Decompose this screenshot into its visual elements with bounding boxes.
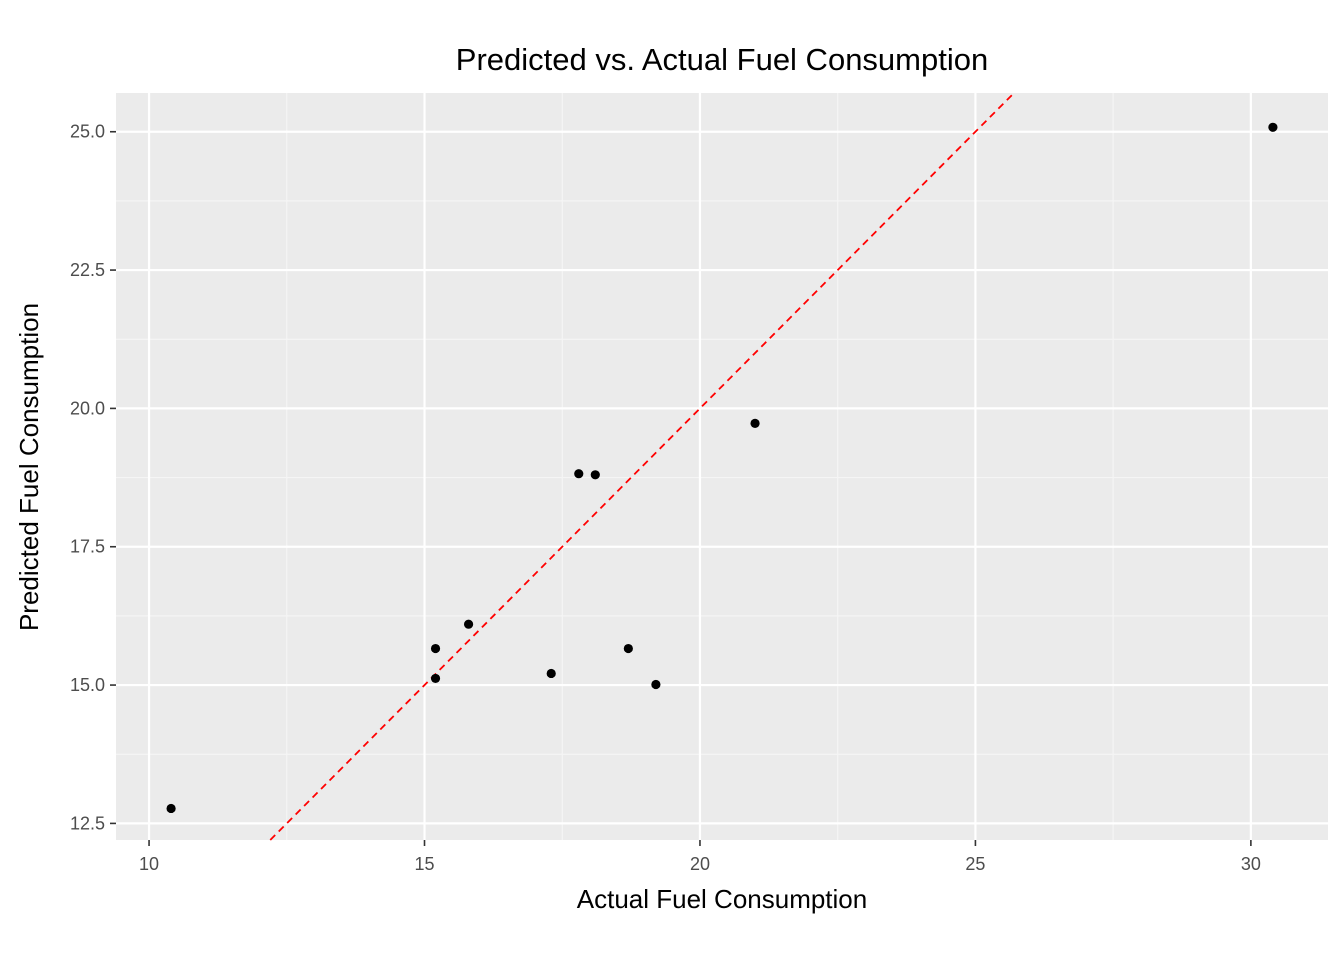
chart-title: Predicted vs. Actual Fuel Consumption [456, 42, 988, 77]
data-point [623, 643, 633, 654]
data-point [750, 418, 760, 428]
y-axis: 12.5 15.0 17.5 20.0 22.5 25.0 [70, 122, 116, 833]
data-point [1268, 122, 1278, 132]
data-point [463, 619, 474, 629]
data-points [166, 122, 1278, 814]
data-point [590, 470, 600, 480]
minor-gridlines [116, 93, 1328, 840]
x-tick-label: 15 [414, 854, 434, 874]
y-tick-label: 25.0 [70, 122, 105, 142]
y-tick-label: 15.0 [70, 675, 105, 695]
data-point [651, 679, 661, 690]
y-tick-label: 17.5 [70, 537, 105, 557]
x-tick-label: 20 [690, 854, 710, 874]
x-axis: 10 15 20 25 30 [139, 840, 1261, 874]
major-gridlines [116, 93, 1328, 840]
data-point [574, 469, 584, 479]
data-point [166, 803, 176, 814]
data-point [546, 668, 556, 679]
data-point [430, 643, 441, 654]
y-tick-label: 22.5 [70, 260, 105, 280]
x-tick-label: 25 [965, 854, 985, 874]
x-axis-title: Actual Fuel Consumption [577, 884, 867, 914]
y-tick-label: 20.0 [70, 398, 105, 418]
data-point [430, 673, 441, 684]
x-tick-label: 30 [1241, 854, 1261, 874]
plot-panel [116, 93, 1328, 840]
reference-line-group [269, 92, 1015, 841]
y-tick-label: 12.5 [70, 813, 105, 833]
reference-line [269, 92, 1015, 841]
x-tick-label: 10 [139, 854, 159, 874]
y-axis-title: Predicted Fuel Consumption [14, 303, 44, 631]
